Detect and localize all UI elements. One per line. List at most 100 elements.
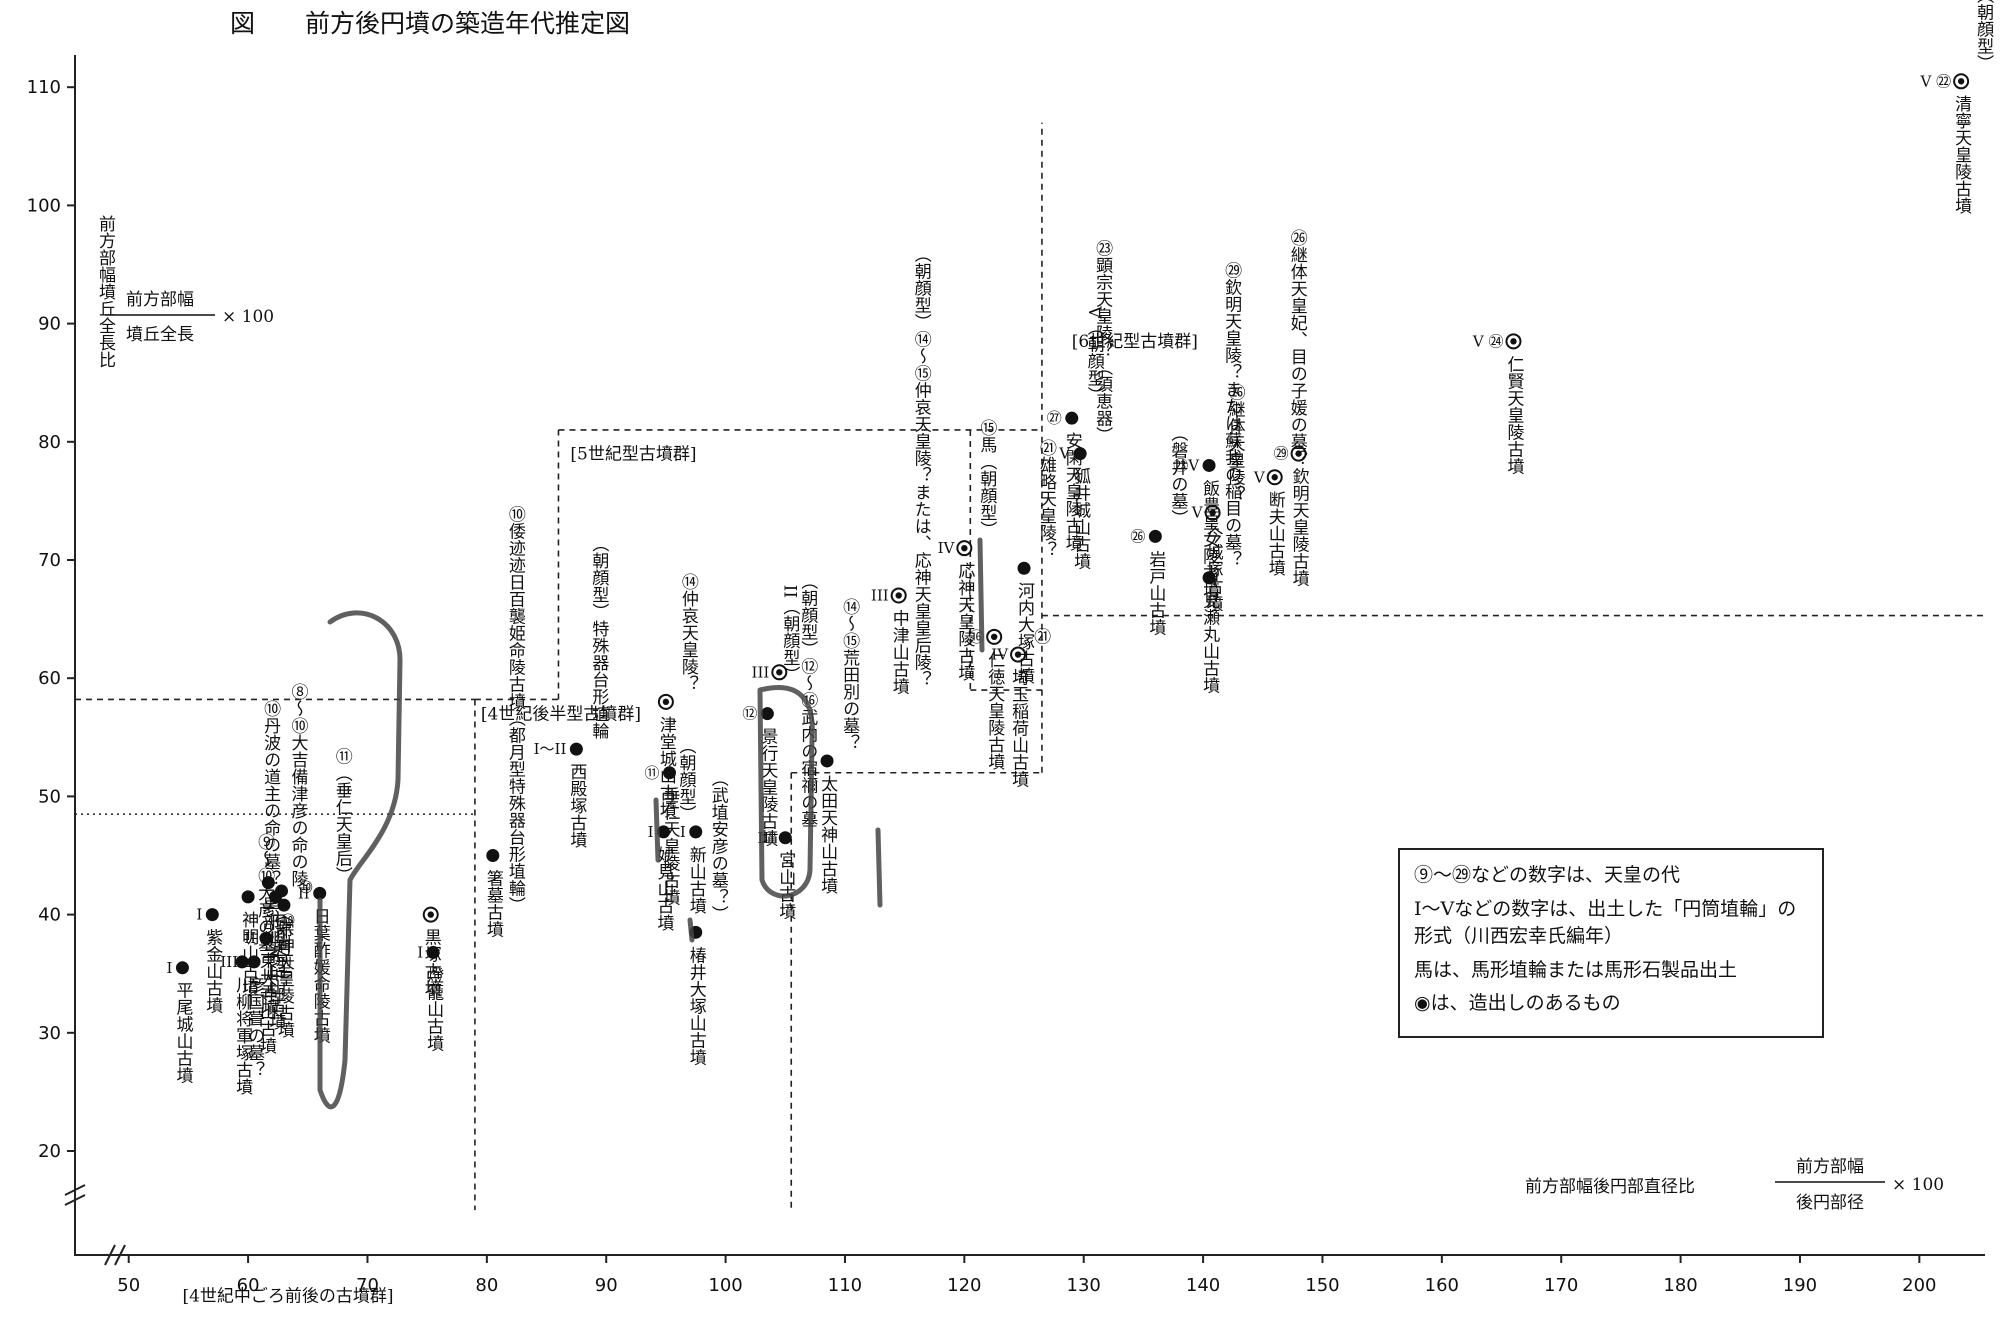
haniwa-type-mark: II (220, 953, 232, 971)
point-labels: I平尾城山古墳I紫金山古墳II川柳将軍塚古墳⑨〜⑩大彦の墓II彦国葺の墓？神明山… (167, 0, 1994, 1095)
point-sublabel: （朝顔型）⑭〜⑮仲哀天皇陵？または、応神天皇皇后陵？ (911, 245, 932, 687)
x-tick-label: 60 (237, 1275, 260, 1296)
data-point (990, 633, 998, 641)
y-tick-label: 70 (38, 550, 61, 571)
point-label: 崇神天皇陵古墳 (274, 919, 295, 1038)
x-tick-label: 140 (1186, 1275, 1220, 1296)
point-label: 燈籠山古墳 (423, 966, 444, 1051)
point-label: 彦国葺の墓？ (244, 976, 265, 1078)
data-point (1014, 651, 1022, 658)
data-point (1148, 529, 1162, 543)
point-label: 欽明天皇陵古墳 (1289, 468, 1310, 587)
point-sublabel: （朝顔型） (676, 737, 697, 822)
point-label: 川柳将軍塚古墳 (232, 976, 253, 1095)
x-formula-multiplier: × 100 (1892, 1175, 1944, 1195)
haniwa-type-mark: ⑪ (644, 764, 659, 782)
point-label: 宮山古墳 (775, 852, 796, 920)
legend-item-horse: 馬は、馬形埴輪または馬形石製品出土 (1414, 958, 1738, 981)
haniwa-type-mark: V ㉒ (1920, 72, 1952, 90)
point-label: 岩戸山古墳 (1145, 550, 1166, 635)
point-sublabel: ㉖継体天皇妃、目の子媛の墓？ (1287, 229, 1308, 467)
point-label: 西殿塚古墳 (566, 763, 587, 848)
data-points (175, 73, 1970, 975)
x-tick-label: 160 (1425, 1275, 1459, 1296)
point-label: 中津山古墳 (889, 609, 910, 694)
point-label: 安閑天皇陵古墳 (1062, 432, 1083, 551)
data-point (1271, 474, 1278, 481)
haniwa-type-mark: III (871, 586, 889, 604)
point-label: 垂仁天皇陵古墳 (659, 787, 680, 906)
group-label: [6世紀型古墳群] (1072, 332, 1198, 352)
point-label: 平尾城山古墳 (172, 982, 193, 1084)
haniwa-type-mark: IV (991, 646, 1009, 664)
y-tick-label: 90 (38, 314, 61, 335)
data-point (277, 898, 291, 912)
x-tick-label: 100 (708, 1275, 742, 1296)
haniwa-type-mark: II (298, 884, 310, 902)
point-label: 東大寺山古墳 (256, 952, 277, 1054)
x-tick-label: 170 (1544, 1275, 1578, 1296)
x-tick-label: 120 (947, 1275, 981, 1296)
y-formula-multiplier: × 100 (222, 307, 274, 327)
haniwa-type-mark: I (196, 906, 202, 924)
haniwa-type-mark: V (1058, 445, 1071, 463)
y-tick-label: 100 (27, 195, 61, 216)
data-point (1202, 571, 1216, 585)
chart-title: 図 前方後円墳の築造年代推定図 (230, 9, 630, 38)
data-point (1073, 447, 1087, 461)
data-point (1295, 450, 1302, 457)
data-point (1065, 411, 1079, 425)
haniwa-type-mark: ㉖ (1130, 527, 1145, 545)
point-label: 津堂城山古墳 (656, 716, 677, 818)
y-formula-numerator: 前方部幅 (126, 290, 194, 310)
point-label: 新山古墳 (686, 846, 707, 914)
x-formula-denominator: 後円部径 (1796, 1193, 1864, 1213)
x-tick-label: 200 (1902, 1275, 1936, 1296)
point-label: 中山茶臼山古墳 (266, 911, 287, 1030)
data-point (241, 890, 255, 904)
group-label: [4世紀後半型古墳群] (481, 705, 641, 725)
data-point (569, 742, 583, 756)
point-label: 今城塚古墳 (1203, 527, 1224, 612)
data-point (1202, 458, 1216, 472)
data-point (426, 945, 440, 959)
haniwa-type-mark: I (648, 823, 654, 841)
data-point (1957, 78, 1965, 85)
point-label: 飯豊皇女陵古墳 (1199, 479, 1220, 598)
axis-titles: 前方部幅墳丘全長比 前方部幅墳丘全長× 100前方部幅後円部直径比前方部幅後円部径… (95, 215, 1944, 1213)
data-point (1017, 561, 1031, 575)
haniwa-type-mark: I (417, 943, 423, 961)
point-sublabel: （朝顔型） (1973, 0, 1994, 71)
data-point (235, 955, 249, 969)
point-label: 河内大塚古墳 (1014, 582, 1035, 684)
group-boundaries (75, 122, 1985, 1211)
point-sublabel: V（朝顔型） (1084, 305, 1105, 403)
point-sublabel: ⑨〜⑩大彦の墓 (254, 833, 275, 952)
x-tick-label: 80 (475, 1275, 498, 1296)
haniwa-type-mark: IV (938, 539, 956, 557)
haniwa-type-mark: ㉙ (1274, 445, 1289, 463)
data-point (820, 754, 834, 768)
haniwa-type-mark: II (244, 929, 256, 947)
y-axis-title: 前方部幅墳丘全長比 (95, 215, 116, 368)
y-tick-label: 60 (38, 668, 61, 689)
data-point (662, 766, 676, 780)
point-label: 黒部銚子山古墳 (258, 897, 279, 1016)
point-label: 狐井城山古墳 (1070, 468, 1091, 570)
haniwa-type-mark: I (680, 823, 686, 841)
haniwa-type-mark: V ㉔ (1472, 332, 1504, 350)
point-label: 清寧天皇陵古墳 (1951, 95, 1972, 214)
point-sublabel: （朝顔型）特殊器台形埴輪 (588, 535, 609, 740)
point-sublabel: II（朝顔型） (779, 585, 800, 683)
point-sublabel: ⑭〜⑮荒田別の墓？ (839, 598, 860, 751)
point-label: 仁徳天皇陵古墳 (984, 651, 1005, 770)
data-point (261, 876, 275, 890)
point-label: 妙見山古墳 (654, 846, 675, 931)
axes: 50 60 70 80 90 100 110 120 130 140 150 160 170 180 190… (27, 55, 1985, 1296)
point-label: 神明山古墳 (238, 911, 259, 996)
data-point (427, 911, 434, 918)
point-label: 仁賢天皇陵古墳 (1503, 355, 1524, 474)
x-axis-title: 前方部幅後円部直径比 (1525, 1177, 1695, 1197)
data-point (961, 544, 968, 552)
point-sublabel: ⑩ (278, 911, 298, 931)
